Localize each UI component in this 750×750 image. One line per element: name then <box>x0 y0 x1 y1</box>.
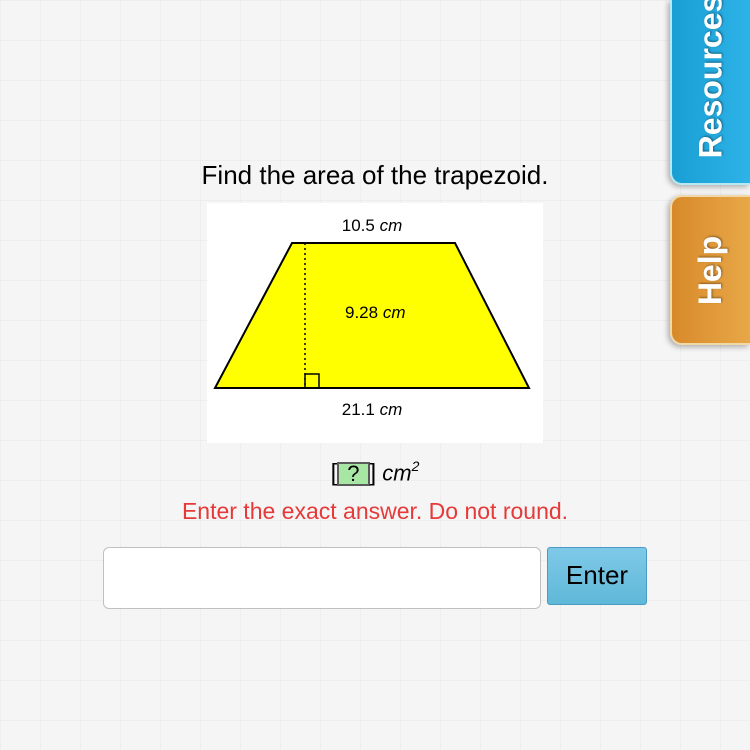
enter-button[interactable]: Enter <box>547 547 647 605</box>
trapezoid-diagram: 10.5 cm 21.1 cm 9.28 cm <box>207 203 543 443</box>
height-label: 9.28 cm <box>345 303 406 322</box>
top-base-label: 10.5 cm <box>342 216 403 235</box>
instruction-text: Enter the exact answer. Do not round. <box>0 498 750 525</box>
input-row: Enter <box>0 547 750 609</box>
resources-tab[interactable]: Resources <box>670 0 750 185</box>
unit-exponent: 2 <box>412 458 420 474</box>
answer-placeholder: ? <box>337 462 369 486</box>
answer-format: [?] cm2 <box>0 458 750 488</box>
bottom-base-label: 21.1 cm <box>342 400 403 419</box>
answer-input[interactable] <box>103 547 541 609</box>
bracket-left: [ <box>331 460 338 487</box>
resources-tab-label: Resources <box>693 0 730 158</box>
bracket-right: ] <box>370 460 377 487</box>
trapezoid-svg: 10.5 cm 21.1 cm 9.28 cm <box>207 203 543 443</box>
help-tab[interactable]: Help <box>670 195 750 345</box>
problem-title: Find the area of the trapezoid. <box>0 160 750 191</box>
unit-label: cm <box>382 461 411 486</box>
help-tab-label: Help <box>693 235 730 304</box>
content-area: Find the area of the trapezoid. 10.5 cm … <box>0 160 750 609</box>
